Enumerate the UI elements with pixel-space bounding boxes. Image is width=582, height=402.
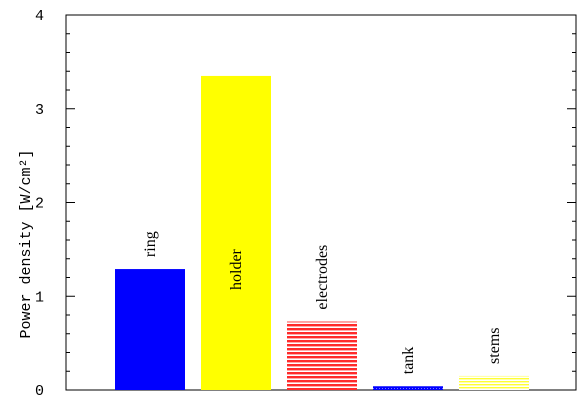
y-tick-label: 2 <box>35 196 44 213</box>
y-tick-label: 0 <box>35 383 44 397</box>
y-tick-label: 1 <box>35 289 44 306</box>
bar-labels: ring holder electrodes tank stems <box>142 231 503 374</box>
bar-label-ring: ring <box>142 231 159 257</box>
bars <box>115 75 529 390</box>
bar-holder <box>201 75 271 390</box>
bar-label-tank: tank <box>400 347 417 375</box>
y-tick-label: 4 <box>35 8 44 25</box>
y-axis-tick-labels: 0 1 2 3 4 <box>35 8 44 400</box>
y-tick-label: 3 <box>35 102 44 119</box>
bar-label-holder: holder <box>228 248 245 290</box>
bar-electrodes <box>287 321 357 390</box>
y-axis-title: Power density [W/cm²] <box>18 149 35 338</box>
bar-label-stems: stems <box>486 327 503 363</box>
bar-tank <box>373 386 443 390</box>
bar-label-electrodes: electrodes <box>314 245 331 310</box>
bar-stems <box>459 375 529 390</box>
bar-ring <box>115 269 185 390</box>
y-axis-ticks <box>66 14 576 391</box>
